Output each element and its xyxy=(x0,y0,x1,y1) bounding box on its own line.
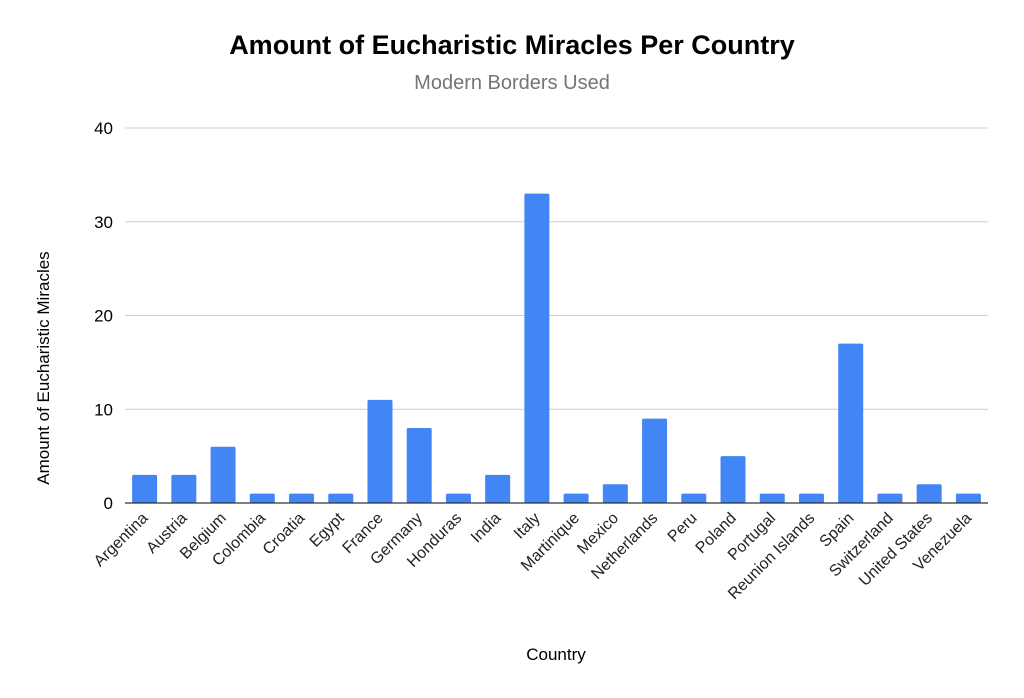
bars xyxy=(132,193,981,503)
bar xyxy=(720,456,746,503)
bar xyxy=(171,474,197,503)
x-tick-label: Argentina xyxy=(91,510,152,571)
x-tick-label: Peru xyxy=(665,510,701,546)
bar xyxy=(406,428,432,503)
y-tick-label: 20 xyxy=(94,307,113,326)
y-tick-label: 10 xyxy=(94,400,113,419)
bar xyxy=(289,493,315,503)
bar xyxy=(485,474,511,503)
bar xyxy=(524,193,550,503)
bar xyxy=(328,493,354,503)
bar xyxy=(602,484,628,503)
y-tick-label: 30 xyxy=(94,213,113,232)
bar xyxy=(367,399,393,503)
x-tick-label: Italy xyxy=(511,510,544,543)
y-axis-label: Amount of Eucharistic Miracles xyxy=(34,251,53,484)
bar xyxy=(916,484,942,503)
y-axis-ticks: 0 10 20 30 40 xyxy=(94,119,113,513)
bar xyxy=(445,493,471,503)
bar xyxy=(642,418,668,503)
x-tick-label: Croatia xyxy=(260,510,309,559)
bar xyxy=(132,474,158,503)
y-tick-label: 0 xyxy=(104,494,113,513)
bar xyxy=(210,446,236,503)
chart-subtitle: Modern Borders Used xyxy=(414,72,610,94)
bar xyxy=(838,343,864,503)
bar xyxy=(798,493,824,503)
y-tick-label: 40 xyxy=(94,119,113,138)
bar xyxy=(563,493,589,503)
chart-title: Amount of Eucharistic Miracles Per Count… xyxy=(229,30,795,60)
bar xyxy=(877,493,903,503)
x-axis-ticks: ArgentinaAustriaBelgiumColombiaCroatiaEg… xyxy=(91,509,975,603)
bar xyxy=(249,493,275,503)
bar xyxy=(955,493,981,503)
x-axis-label: Country xyxy=(526,645,586,664)
bar xyxy=(681,493,707,503)
x-tick-label: India xyxy=(468,510,505,547)
bar xyxy=(759,493,785,503)
